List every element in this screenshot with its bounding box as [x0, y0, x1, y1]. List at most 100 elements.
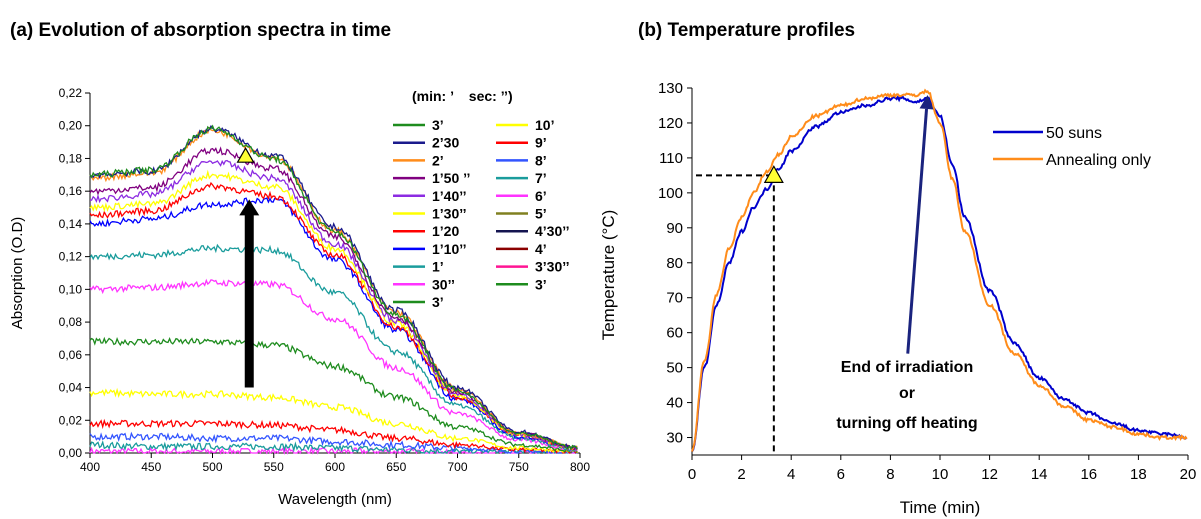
chart-a-y-tick-label: 0,02	[59, 413, 83, 427]
chart-b-annotation-line-2: or	[899, 385, 915, 402]
chart-a-y-tick-label: 0,08	[59, 315, 83, 329]
chart-a-legend-entry: 5’	[535, 206, 547, 222]
chart-a-arrow-head	[239, 199, 260, 216]
chart-b-annotation-line-1: End of irradiation	[841, 359, 973, 376]
chart-a-series-line	[89, 159, 578, 451]
chart-a-series-line	[89, 243, 578, 452]
chart-a-legend-entry: 3’	[535, 276, 547, 292]
chart-b-y-tick-label: 130	[658, 80, 683, 97]
chart-a-legend-entry: 1’10’’	[432, 241, 467, 257]
chart-b-x-tick-label: 2	[737, 466, 745, 483]
chart-a-y-axis-label: Absorption (O.D)	[9, 217, 26, 330]
chart-b-y-tick-label: 60	[666, 325, 683, 342]
chart-a: Wavelength (nm) Absorption (O.D) (min: ’…	[9, 86, 590, 508]
chart-a-legend-entry: 2’30	[432, 135, 459, 151]
chart-a-y-tick-label: 0,14	[59, 217, 83, 231]
chart-a-series-line	[89, 336, 578, 454]
chart-a-x-tick-label: 450	[141, 460, 161, 474]
chart-a-y-tick-label: 0,00	[59, 446, 83, 460]
chart-b-arrow-shaft	[906, 108, 929, 354]
chart-a-legend-entry: 1’	[432, 259, 444, 275]
chart-b-x-tick-label: 14	[1031, 466, 1048, 483]
chart-b-x-tick-label: 4	[787, 466, 795, 483]
chart-b-legend-entry: Annealing only	[1046, 152, 1151, 169]
chart-b: Time (min) Temperature (°C) End of irrad…	[599, 80, 1196, 517]
chart-a-series-line	[89, 124, 578, 450]
chart-a-legend-entry: 30’’	[432, 276, 455, 292]
chart-a-plot-area	[90, 93, 580, 453]
chart-b-y-tick-label: 80	[666, 255, 683, 272]
chart-b-y-tick-label: 90	[666, 220, 683, 237]
chart-a-y-tick-label: 0,10	[59, 282, 83, 296]
chart-a-legend-entry: 8’	[535, 152, 547, 168]
chart-a-y-tick-label: 0,18	[59, 151, 83, 165]
chart-a-legend-entry: 1’40’’	[432, 188, 467, 204]
chart-a-y-tick-label: 0,16	[59, 184, 83, 198]
chart-a-legend-title: (min: ’ sec: ’’)	[412, 88, 513, 104]
chart-a-x-tick-label: 500	[202, 460, 222, 474]
chart-a-series-line	[89, 387, 578, 454]
chart-a-series-line	[89, 146, 578, 451]
chart-a-x-tick-label: 600	[325, 460, 345, 474]
chart-b-x-tick-label: 0	[688, 466, 696, 483]
chart-b-x-tick-label: 16	[1080, 466, 1097, 483]
chart-a-series-group	[89, 124, 578, 455]
chart-b-x-tick-label: 6	[837, 466, 845, 483]
chart-a-series-line	[89, 169, 578, 451]
chart-a-series-line	[89, 197, 578, 450]
chart-a-x-tick-label: 650	[386, 460, 406, 474]
chart-b-title: (b) Temperature profiles	[638, 20, 855, 41]
chart-a-title: (a) Evolution of absorption spectra in t…	[10, 20, 391, 41]
chart-a-legend-entry: 10’	[535, 117, 554, 133]
chart-b-y-tick-label: 120	[658, 115, 683, 132]
chart-a-legend-entry: 1’30’’	[432, 206, 467, 222]
chart-b-x-tick-label: 12	[981, 466, 998, 483]
chart-b-x-tick-label: 8	[886, 466, 894, 483]
chart-a-x-tick-label: 700	[447, 460, 467, 474]
chart-a-legend-entry: 7’	[535, 170, 547, 186]
chart-a-legend-entry: 9’	[535, 135, 547, 151]
chart-a-legend-entry: 4’30’’	[535, 223, 570, 239]
chart-a-series-line	[89, 431, 578, 454]
chart-b-y-tick-label: 30	[666, 430, 683, 447]
chart-b-x-tick-label: 18	[1130, 466, 1147, 483]
chart-a-y-tick-label: 0,12	[59, 250, 83, 264]
chart-a-legend-entry: 1’20	[432, 223, 459, 239]
chart-a-x-tick-label: 800	[570, 460, 590, 474]
chart-a-y-tick-label: 0,04	[59, 381, 83, 395]
chart-b-y-tick-label: 70	[666, 290, 683, 307]
chart-a-legend-entry: 3’30’’	[535, 259, 570, 275]
chart-a-legend-entry: 3’	[432, 117, 444, 133]
chart-a-series-line	[89, 440, 578, 455]
chart-a-y-tick-label: 0,22	[59, 86, 83, 100]
chart-b-y-tick-label: 50	[666, 360, 683, 377]
chart-b-arrow-head	[919, 94, 934, 110]
chart-b-annotation-line-3: turning off heating	[836, 415, 977, 432]
chart-a-marker-triangle	[236, 146, 255, 163]
chart-a-x-tick-label: 400	[80, 460, 100, 474]
chart-b-series-line	[691, 88, 1188, 452]
chart-b-series-group	[691, 88, 1188, 453]
chart-b-y-tick-label: 100	[658, 185, 683, 202]
chart-b-y-axis-label: Temperature (°C)	[599, 210, 618, 341]
chart-a-series-line	[89, 124, 578, 451]
chart-a-x-tick-label: 550	[264, 460, 284, 474]
chart-a-legend-entry: 1’50 ’’	[432, 170, 470, 186]
chart-b-legend-entry: 50 suns	[1046, 125, 1102, 142]
chart-b-y-tick-label: 40	[666, 395, 683, 412]
chart-a-legend-entry: 3’	[432, 294, 444, 310]
chart-a-x-tick-label: 750	[509, 460, 529, 474]
chart-b-x-tick-label: 10	[932, 466, 949, 483]
chart-b-series-line	[691, 95, 1188, 453]
chart-a-y-tick-label: 0,06	[59, 348, 83, 362]
chart-b-x-tick-label: 20	[1180, 466, 1197, 483]
chart-a-legend-entry: 2’	[432, 152, 444, 168]
chart-b-x-axis-label: Time (min)	[900, 498, 981, 517]
chart-a-legend-entry: 4’	[535, 241, 547, 257]
chart-b-y-tick-label: 110	[659, 150, 683, 167]
chart-a-legend-entry: 6’	[535, 188, 547, 204]
chart-b-marker-triangle	[763, 165, 784, 183]
chart-a-series-line	[89, 278, 578, 452]
chart-a-x-axis-label: Wavelength (nm)	[278, 491, 392, 508]
